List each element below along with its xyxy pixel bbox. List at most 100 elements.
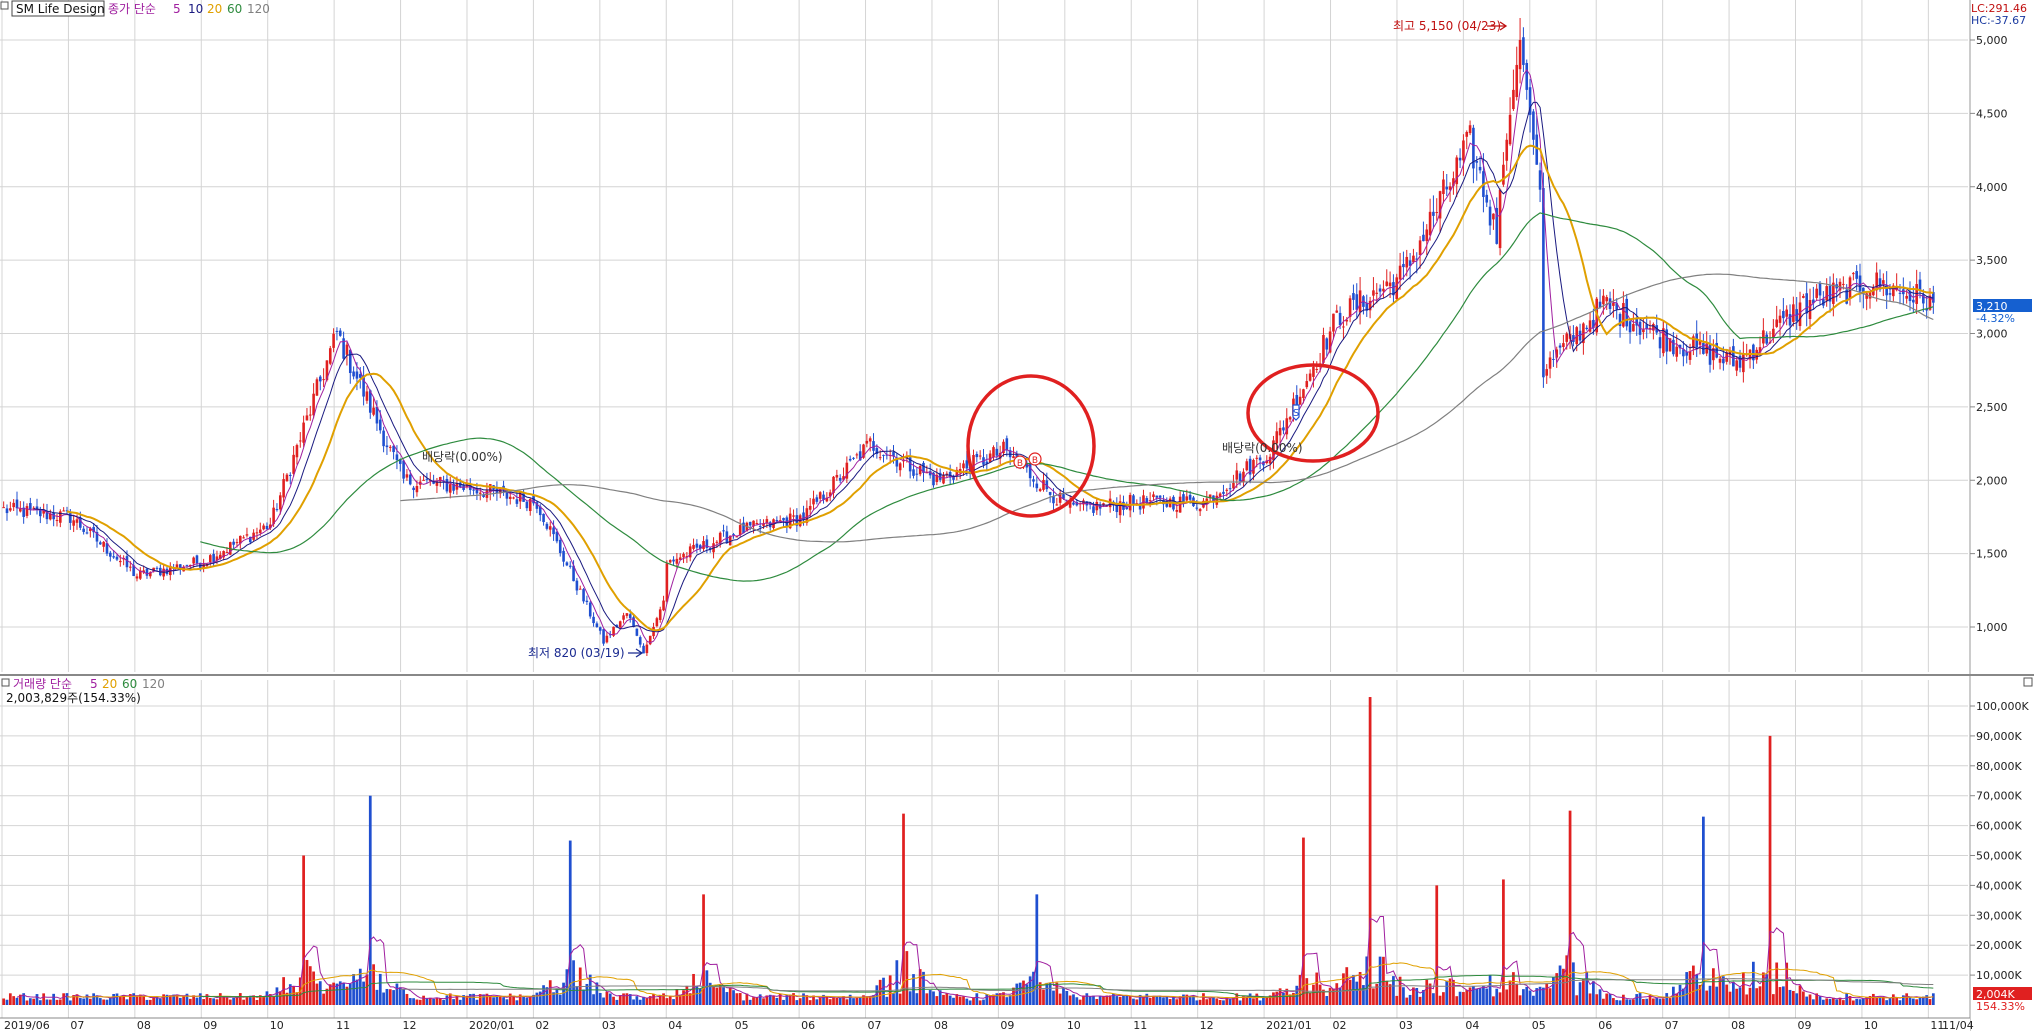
candle-body [1058, 492, 1062, 503]
volume-bar [995, 993, 999, 1005]
volume-bar [485, 993, 489, 1005]
price-tick-label: 3,500 [1976, 254, 2008, 267]
candle-body [1435, 212, 1439, 214]
volume-bar [335, 983, 339, 1005]
volume-bar [1592, 981, 1595, 1005]
volume-bar [475, 999, 479, 1005]
candle-body [1692, 336, 1695, 349]
volume-bar [988, 995, 992, 1005]
volume-bar [1771, 994, 1775, 1005]
volume-bar [932, 991, 935, 1005]
candle-body [1032, 479, 1035, 482]
volume-bar [1692, 965, 1695, 1005]
volume-bar [1178, 996, 1182, 1005]
volume-bar [232, 997, 235, 1005]
volume-bar [142, 996, 146, 1005]
candle-body [488, 484, 492, 493]
volume-bar [668, 996, 672, 1005]
volume-bar [1868, 996, 1872, 1005]
volume-bar [968, 1000, 972, 1005]
volume-bar [1392, 976, 1395, 1005]
date-tick-label: 11/04 [1942, 1019, 1974, 1031]
candle-body [348, 349, 352, 374]
candle-body [1805, 293, 1808, 314]
volume-bar [1498, 992, 1502, 1005]
volume-bar [288, 984, 292, 1005]
candle-body [1432, 211, 1435, 216]
volume-bar [722, 987, 725, 1005]
candle-body [62, 510, 65, 512]
volume-bar [1315, 972, 1319, 1005]
volume-bar [1745, 994, 1749, 1005]
volume-legend: 거래량 단순 5 20 60 120 2,003,829주(154.33%) [1, 677, 165, 705]
volume-bar [675, 989, 679, 1005]
volume-tick-label: 100,000K [1976, 700, 2029, 713]
date-tick-label: 05 [735, 1019, 749, 1031]
candle-body [918, 465, 922, 475]
volume-bar [1425, 979, 1429, 1005]
volume-bar [1135, 999, 1139, 1005]
candle-body [1442, 179, 1445, 195]
current-volume-change: 154.33% [1976, 1000, 2025, 1013]
volume-bar [115, 993, 119, 1005]
volume-bar [262, 996, 265, 1005]
candle-body [658, 609, 662, 620]
volume-bar [892, 993, 895, 1005]
candle-body [1508, 114, 1512, 145]
candle-body [792, 515, 795, 517]
volume-bar [265, 991, 269, 1005]
candle-body [562, 550, 565, 562]
volume-bar [1255, 993, 1259, 1005]
volume-bar [1791, 990, 1795, 1005]
volume-bar [235, 996, 239, 1005]
candle-body [105, 543, 109, 554]
volume-bar [1735, 988, 1739, 1005]
candle-body [1712, 348, 1715, 361]
candle-body [139, 570, 142, 579]
volume-bar [1845, 993, 1849, 1005]
candle-body [482, 494, 485, 498]
volume-bar [655, 998, 659, 1005]
candle-body [1565, 333, 1569, 342]
candle-body [775, 520, 779, 522]
candle-body [1468, 125, 1472, 134]
candle-body [248, 536, 252, 543]
date-tick-label: 03 [1399, 1019, 1413, 1031]
volume-bar [1612, 998, 1615, 1005]
candle-body [1042, 480, 1045, 490]
candle-body [85, 532, 89, 534]
volume-bar [125, 999, 129, 1005]
volume-bar [708, 982, 712, 1005]
candle-body [1045, 480, 1049, 490]
volume-bar [48, 999, 52, 1005]
candle-body [1102, 503, 1105, 506]
volume-bar [145, 999, 149, 1005]
candle-body [758, 525, 762, 527]
volume-ma60-line [200, 974, 1934, 998]
candle-body [1465, 131, 1469, 137]
candle-body [1155, 495, 1159, 498]
candle-body [1542, 188, 1545, 378]
candle-body [218, 554, 222, 559]
volume-bar [175, 994, 179, 1005]
volume-bar [842, 996, 845, 1005]
candle-body [1328, 331, 1332, 353]
candle-body [145, 568, 149, 576]
candle-body [1882, 280, 1885, 284]
volume-bar [535, 992, 539, 1005]
candle-body [362, 375, 365, 397]
volume-bar [195, 997, 199, 1005]
candle-body [1648, 327, 1652, 330]
candle-body [762, 523, 765, 526]
candle-body [1182, 494, 1185, 504]
volume-bar [422, 995, 425, 1005]
volume-bar [345, 986, 349, 1005]
candle-body [862, 444, 865, 458]
panel-toggle-icon[interactable] [2023, 677, 2033, 687]
candle-body [1232, 482, 1235, 489]
date-tick-label: 06 [801, 1019, 815, 1031]
high-arrow [1487, 21, 1508, 31]
volume-bar [1702, 816, 1705, 1005]
volume-bar [622, 993, 625, 1005]
volume-bar [58, 999, 62, 1005]
